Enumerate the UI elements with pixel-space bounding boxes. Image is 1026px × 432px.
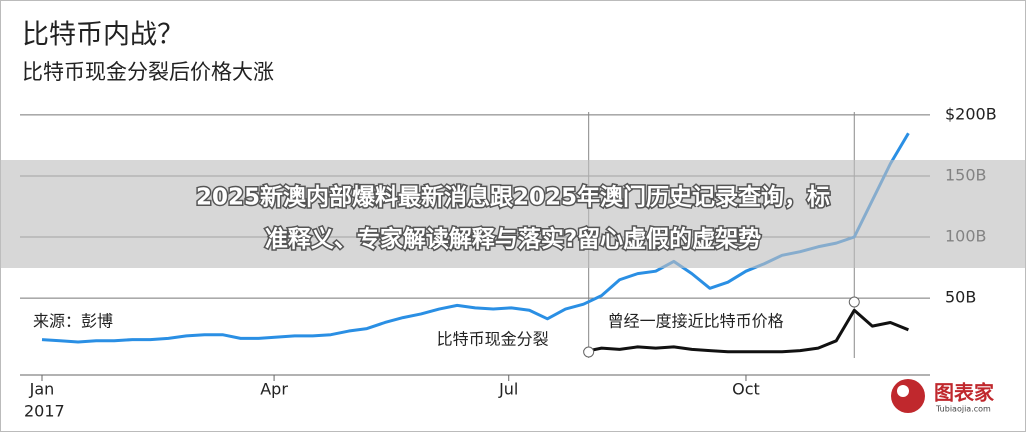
- banner-line: 2025新澳内部爆料最新消息跟2025年澳门历史记录查询，标: [196, 184, 830, 211]
- x-tick-label: Apr: [260, 380, 288, 399]
- watermark-text: 图表家: [934, 381, 995, 405]
- annotation-marker: [848, 296, 860, 308]
- annotation-label: 比特币现金分裂: [437, 330, 549, 349]
- chart-title: 比特币内战？: [22, 20, 184, 51]
- source: 来源：彭博: [33, 312, 113, 331]
- y-tick-label: $200B: [945, 104, 997, 123]
- banner: [0, 160, 1026, 268]
- x-tick-label: Oct: [732, 380, 760, 399]
- y-tick-label: 50B: [945, 288, 976, 307]
- series-line: [583, 308, 909, 354]
- watermark-subtext: Tubiaojia.com: [935, 405, 991, 414]
- banner-line: 准释义、专家解读解释与落实?留心虚假的虚架势: [265, 226, 761, 253]
- watermark-logo: [891, 379, 925, 413]
- annotation-marker: [583, 346, 595, 358]
- annotation-label: 曾经一度接近比特币价格: [608, 312, 784, 331]
- chart-subtitle: 比特币现金分裂后价格大涨: [22, 60, 274, 84]
- x-tick-label: Jul: [498, 380, 518, 399]
- watermark: 图表家 Tubiaojia.com: [891, 379, 995, 414]
- x-tick-label: Jan: [29, 380, 55, 399]
- watermark-logo: [897, 385, 909, 397]
- x-year-label: 2017: [24, 402, 65, 421]
